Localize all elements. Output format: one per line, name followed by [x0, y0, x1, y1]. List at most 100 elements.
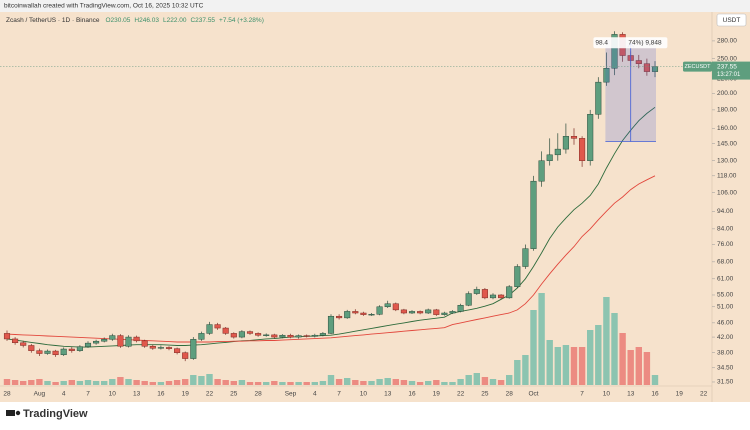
candle-body	[352, 311, 359, 314]
y-tick-label: 76.00	[717, 241, 734, 248]
candle-body	[481, 289, 488, 299]
x-tick-label: 7	[337, 391, 341, 398]
volume-bar	[303, 382, 310, 385]
volume-bar	[36, 379, 43, 385]
volume-bar	[481, 377, 489, 385]
price-tag-box	[712, 61, 750, 80]
volume-bar	[433, 380, 440, 385]
candle-body	[60, 348, 67, 356]
measure-label: 98.4	[595, 39, 608, 46]
volume-bar	[28, 380, 35, 385]
x-tick-label: 28	[3, 391, 11, 398]
candle-body	[295, 335, 302, 338]
y-tick-label: 61.00	[717, 276, 734, 283]
volume-bar	[335, 379, 343, 385]
volume-bar	[489, 379, 497, 385]
candle-body	[174, 348, 181, 353]
candle-body	[336, 315, 343, 319]
volume-bar	[619, 333, 626, 385]
candle-body	[52, 350, 59, 356]
candle-body	[133, 336, 140, 342]
currency-box[interactable]	[716, 13, 747, 27]
volume-bar	[84, 380, 92, 385]
volume-bar	[92, 381, 100, 385]
x-tick-label: 19	[182, 391, 190, 398]
volume-bar	[279, 382, 286, 385]
candle-body	[473, 289, 480, 294]
candle-body	[76, 346, 83, 351]
candle-body	[20, 342, 27, 346]
countdown: 13:27:01	[717, 72, 741, 78]
y-tick-label: 46.00	[717, 320, 734, 327]
x-tick-label: 22	[457, 391, 465, 398]
footer-brand: TradingView	[23, 408, 88, 420]
x-tick-label: 25	[230, 391, 238, 398]
symbol-tag: ZECUSDT	[685, 64, 712, 70]
volume-bar	[246, 382, 254, 385]
volume-bar	[165, 381, 173, 385]
x-tick-label: 4	[313, 391, 317, 398]
candle-body	[514, 266, 521, 287]
legend-low: L222.00	[163, 17, 187, 24]
volume-bar	[117, 377, 124, 385]
legend-close: C237.55	[190, 17, 215, 24]
candle-body	[125, 336, 132, 347]
volume-bar	[68, 380, 75, 385]
volume-bar	[230, 381, 237, 385]
volume-bar	[384, 378, 391, 385]
y-tick-label: 84.00	[717, 226, 734, 233]
volume-bar	[497, 380, 505, 385]
candle-body	[279, 334, 286, 338]
candle-body	[408, 311, 416, 314]
candle-body	[489, 294, 497, 299]
volume-bar	[157, 382, 165, 385]
candle-body	[635, 60, 642, 64]
x-tick-label: 22	[700, 391, 708, 398]
volume-bar	[190, 375, 197, 385]
volume-bar	[206, 374, 213, 385]
candle-body	[44, 350, 51, 354]
volume-bar	[295, 382, 302, 385]
candle-body	[522, 248, 529, 267]
y-tick-label: 38.00	[717, 349, 734, 356]
candle-body	[327, 315, 335, 334]
x-tick-label: 19	[433, 391, 441, 398]
y-tick-label: 106.00	[717, 189, 737, 196]
candle-body	[643, 63, 650, 72]
footer-logo: TradingView	[6, 408, 88, 420]
candle-body	[441, 312, 448, 315]
x-tick-label: 16	[157, 391, 165, 398]
candle-body	[611, 34, 618, 69]
volume-bar	[222, 380, 229, 385]
candle-body	[498, 294, 505, 299]
candle-body	[449, 311, 456, 314]
plot-area: 98.4 74%) 9,848	[0, 31, 712, 385]
candle-body	[206, 324, 213, 334]
x-tick-label: Oct	[528, 391, 538, 398]
candle-body	[109, 335, 116, 340]
candle-body	[579, 138, 586, 161]
x-tick-label: 13	[384, 391, 392, 398]
volume-bar	[60, 381, 67, 385]
volume-bar	[627, 350, 634, 385]
candle-body	[368, 314, 375, 316]
volume-bar	[392, 379, 399, 385]
candle-body	[28, 345, 35, 351]
currency-label[interactable]: USDT	[723, 17, 741, 24]
y-tick-label: 94.00	[717, 208, 734, 215]
candle-body	[554, 148, 561, 156]
candle-body	[570, 136, 578, 139]
volume-bar	[514, 360, 521, 385]
candle-body	[222, 327, 229, 334]
candle-body	[190, 339, 197, 359]
candle-body	[214, 324, 221, 329]
candle-body	[344, 311, 351, 319]
volume-bar	[11, 380, 19, 385]
header-bar	[0, 0, 750, 12]
volume-bar	[416, 382, 424, 385]
x-tick-label: Sep	[285, 391, 297, 398]
volume-bar	[465, 375, 472, 385]
y-tick-label: 130.00	[717, 157, 737, 164]
volume-bar	[473, 373, 480, 385]
volume-bar	[400, 380, 408, 385]
